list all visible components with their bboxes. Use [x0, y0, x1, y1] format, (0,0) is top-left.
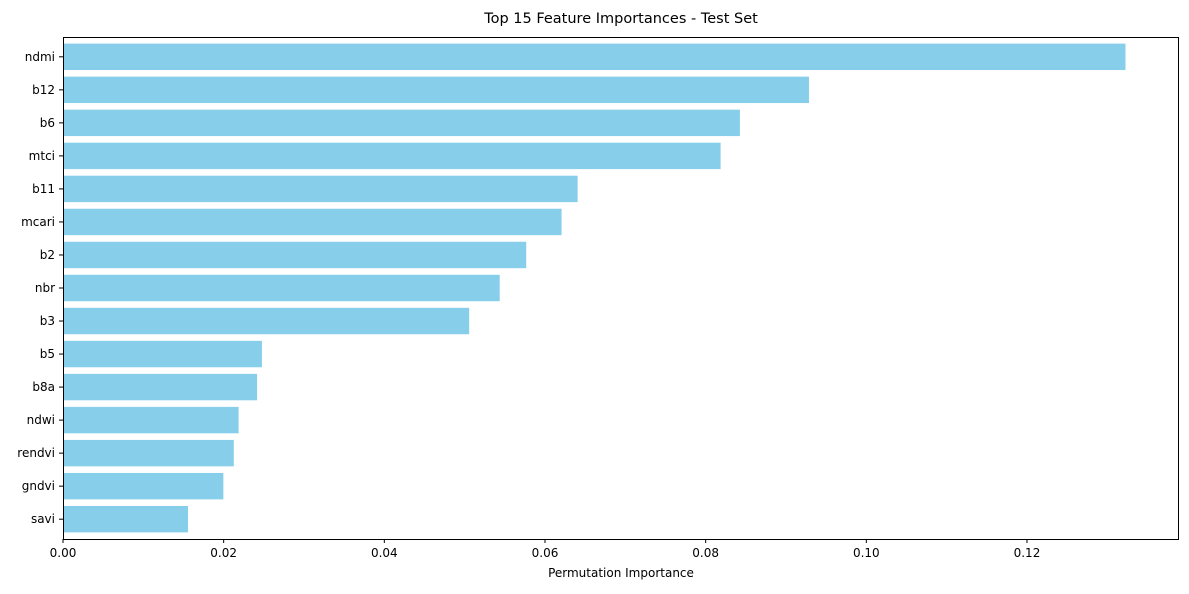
bar-gndvi	[63, 472, 224, 500]
bar-b3	[63, 307, 470, 335]
bar-ndwi	[63, 406, 239, 434]
x-axis-ticks: 0.00 0.02 0.04 0.06 0.08 0.10 0.12	[50, 539, 1041, 560]
bar-nbr	[63, 274, 500, 302]
bar-mtci	[63, 142, 721, 170]
y-tick-label-savi: savi	[31, 512, 55, 526]
y-tick-label-mcari: mcari	[21, 215, 55, 229]
bar-mcari	[63, 208, 562, 236]
chart-title: Top 15 Feature Importances - Test Set	[483, 11, 758, 27]
y-tick-label-ndmi: ndmi	[25, 50, 55, 64]
x-tick-label: 0.08	[692, 546, 719, 560]
y-tick-label-nbr: nbr	[35, 281, 55, 295]
x-tick-label: 0.12	[1014, 546, 1041, 560]
y-tick-label-b12: b12	[32, 83, 55, 97]
plot-frame	[63, 37, 1179, 540]
bar-b12	[63, 76, 809, 104]
y-tick-label-b3: b3	[40, 314, 55, 328]
y-tick-label-ndwi: ndwi	[27, 413, 55, 427]
y-tick-label-gndvi: gndvi	[22, 479, 55, 493]
y-tick-label-b2: b2	[40, 248, 55, 262]
x-tick-label: 0.00	[50, 546, 77, 560]
x-tick-label: 0.04	[371, 546, 398, 560]
y-tick-label-b11: b11	[32, 182, 55, 196]
y-tick-label-b6: b6	[40, 116, 55, 130]
y-tick-label-b5: b5	[40, 347, 55, 361]
bar-b2	[63, 241, 527, 269]
bar-b11	[63, 175, 578, 203]
bar-b8a	[63, 373, 258, 401]
bar-b5	[63, 340, 262, 368]
y-tick-label-rendvi: rendvi	[17, 446, 55, 460]
x-axis-label: Permutation Importance	[548, 566, 694, 580]
bars-layer	[63, 43, 1126, 533]
y-axis-ticks: ndmi b12 b6 mtci b11 mcari b2 nbr b3 b5 b8a ndwi ren…	[17, 50, 63, 526]
y-tick-label-mtci: mtci	[29, 149, 55, 163]
x-tick-label: 0.10	[853, 546, 880, 560]
x-tick-label: 0.02	[210, 546, 237, 560]
bar-b6	[63, 109, 740, 137]
y-tick-label-b8a: b8a	[32, 380, 55, 394]
bar-savi	[63, 505, 189, 533]
bar-rendvi	[63, 439, 234, 467]
x-tick-label: 0.06	[532, 546, 559, 560]
bar-ndmi	[63, 43, 1126, 71]
